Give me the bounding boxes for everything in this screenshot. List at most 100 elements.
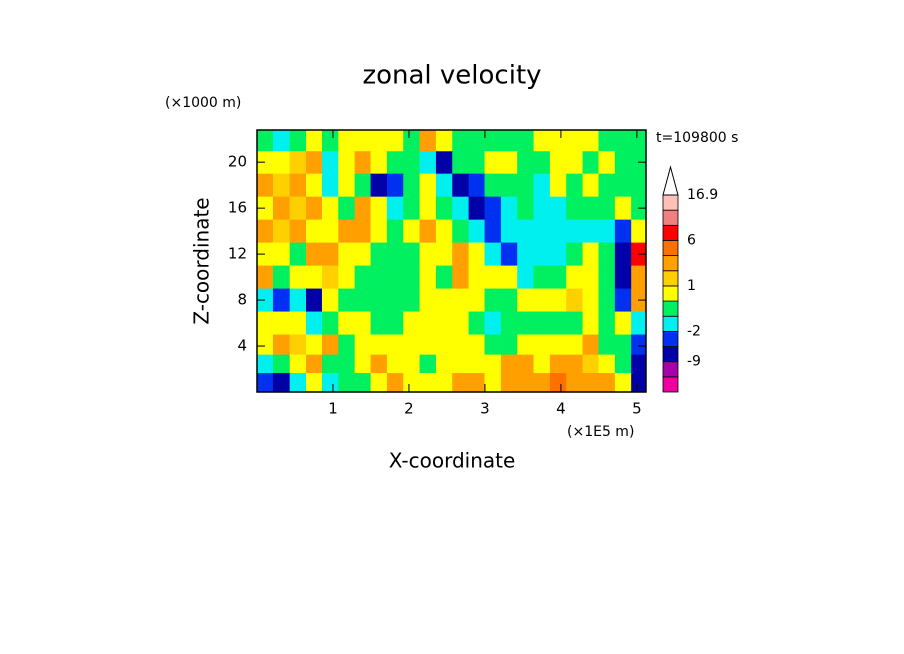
- contour-cell: [500, 288, 518, 313]
- y-tick-label: 4: [237, 337, 247, 355]
- contour-cell: [386, 311, 404, 336]
- contour-cell: [338, 354, 356, 374]
- contour-cell: [566, 151, 584, 175]
- contour-cell: [272, 173, 291, 198]
- contour-cell: [598, 334, 616, 356]
- contour-cell: [370, 219, 388, 244]
- contour-cell: [452, 311, 470, 336]
- contour-cell: [338, 373, 356, 393]
- contour-cell: [289, 354, 307, 374]
- contour-cell: [306, 373, 323, 393]
- contour-cell: [614, 311, 632, 336]
- contour-cell: [386, 151, 404, 175]
- contour-cell: [500, 373, 518, 393]
- contour-cell: [533, 173, 551, 198]
- contour-cell: [272, 288, 291, 313]
- contour-cell: [582, 130, 600, 152]
- contour-cell: [354, 151, 372, 175]
- contour-cell: [468, 354, 486, 374]
- chart-title: zonal velocity: [362, 61, 541, 91]
- contour-cell: [484, 130, 502, 152]
- contour-cell: [598, 265, 616, 290]
- contour-cell: [468, 288, 486, 313]
- contour-cell: [500, 219, 518, 244]
- contour-cell: [549, 219, 567, 244]
- contour-cell: [452, 288, 470, 313]
- contour-cell: [321, 196, 339, 221]
- contour-cell: [306, 334, 323, 356]
- contour-cell: [484, 265, 502, 290]
- contour-cell: [321, 265, 339, 290]
- contour-cell: [419, 196, 437, 221]
- contour-cell: [435, 242, 453, 267]
- contour-cell: [549, 173, 567, 198]
- contour-cell: [435, 334, 453, 356]
- contour-cell: [533, 130, 551, 152]
- contour-cell: [257, 196, 274, 221]
- contour-cell: [338, 173, 356, 198]
- contour-cell: [631, 130, 647, 152]
- contour-cell: [272, 265, 291, 290]
- contour-cell: [289, 219, 307, 244]
- contour-cell: [370, 265, 388, 290]
- contour-cell: [484, 196, 502, 221]
- contour-cell: [403, 130, 421, 152]
- contour-cell: [533, 354, 551, 374]
- contour-cell: [517, 130, 535, 152]
- contour-cell: [386, 196, 404, 221]
- contour-cell: [566, 373, 584, 393]
- contour-cell: [419, 130, 437, 152]
- contour-cell: [549, 130, 567, 152]
- contour-cell: [306, 265, 323, 290]
- y-tick-label: 12: [228, 245, 247, 263]
- contour-cell: [370, 288, 388, 313]
- contour-cell: [354, 242, 372, 267]
- contour-cell: [631, 219, 647, 244]
- contour-cell: [452, 219, 470, 244]
- contour-cell: [257, 373, 274, 393]
- contour-cell: [452, 151, 470, 175]
- contour-cell: [484, 151, 502, 175]
- contour-cell: [582, 151, 600, 175]
- contour-cell: [370, 196, 388, 221]
- contour-cell: [403, 151, 421, 175]
- contour-cell: [517, 373, 535, 393]
- contour-cell: [566, 173, 584, 198]
- contour-cell: [386, 334, 404, 356]
- contour-cell: [500, 334, 518, 356]
- contour-cell: [614, 196, 632, 221]
- contour-cell: [435, 288, 453, 313]
- contour-cell: [338, 151, 356, 175]
- contour-cell: [257, 311, 274, 336]
- contour-cell: [614, 242, 632, 267]
- colorbar-box: [662, 194, 679, 211]
- contour-cell: [338, 130, 356, 152]
- contour-cell: [484, 173, 502, 198]
- contour-cell: [452, 173, 470, 198]
- contour-cell: [354, 219, 372, 244]
- contour-cell: [338, 242, 356, 267]
- x-unit: (×1E5 m): [567, 424, 634, 440]
- contour-cell: [435, 219, 453, 244]
- contour-cell: [370, 130, 388, 152]
- contour-cell: [631, 373, 647, 393]
- x-tick-label: 2: [404, 400, 414, 418]
- contour-cell: [566, 288, 584, 313]
- contour-cell: [566, 311, 584, 336]
- contour-cell: [306, 219, 323, 244]
- contour-cell: [517, 196, 535, 221]
- contour-cell: [500, 354, 518, 374]
- contour-cell: [306, 242, 323, 267]
- contour-cell: [500, 242, 518, 267]
- contour-cell: [517, 265, 535, 290]
- contour-cell: [566, 130, 584, 152]
- contour-cell: [566, 334, 584, 356]
- contour-cell: [631, 354, 647, 374]
- contour-cell: [549, 288, 567, 313]
- contour-cell: [257, 334, 274, 356]
- contour-cell: [321, 288, 339, 313]
- contour-cell: [533, 219, 551, 244]
- y-tick-label: 8: [237, 291, 247, 309]
- contour-cell: [517, 311, 535, 336]
